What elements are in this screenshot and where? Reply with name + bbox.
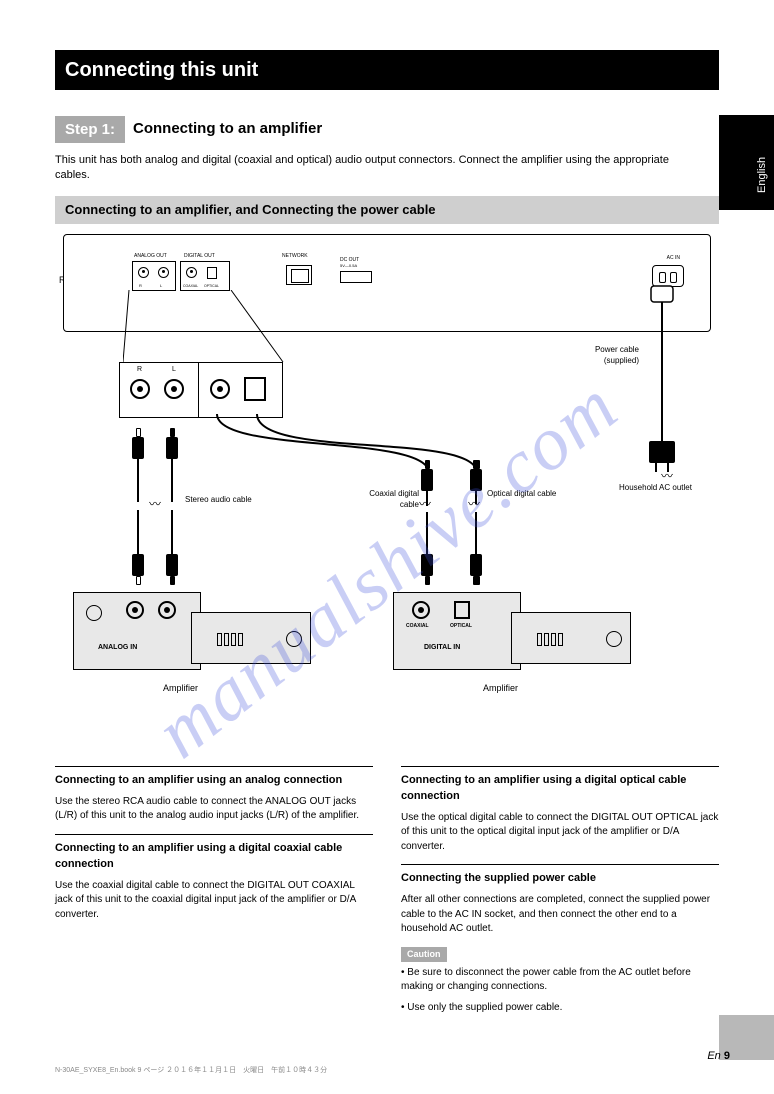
step-badge: Step 1:	[55, 116, 125, 143]
sub-header: Connecting to an amplifier, and Connecti…	[55, 196, 719, 224]
plug-analog-l-bot	[166, 554, 178, 585]
lc-p2: Use the coaxial digital cable to connect…	[55, 879, 373, 923]
amp-label-left: Amplifier	[163, 682, 198, 695]
optical-port	[207, 267, 217, 279]
zoom-divider	[198, 363, 199, 417]
step-heading: Step 1: Connecting to an amplifier	[55, 116, 719, 143]
rc-p1: Use the optical digital cable to connect…	[401, 811, 719, 855]
analog-out-label: ANALOG OUT	[134, 253, 167, 260]
footer-doc-id: N-30AE_SYXE8_En.book 9 ページ ２０１６年１１月１日 火曜…	[55, 1066, 327, 1076]
dcout-port	[340, 271, 372, 283]
zoom-rca-r	[130, 379, 150, 399]
lc-p1: Use the stereo RCA audio cable to connec…	[55, 795, 373, 824]
power-cable-label: Power cable (supplied)	[559, 344, 639, 366]
plug-coax-bot	[421, 554, 433, 585]
plug-opt-top	[470, 460, 482, 491]
rca-r-port	[138, 267, 149, 278]
opt-bend	[255, 414, 485, 474]
text-columns: Connecting to an amplifier using an anal…	[55, 766, 719, 1021]
caution-badge: Caution	[401, 947, 447, 962]
plug-opt-bot	[470, 554, 482, 585]
amp-opt-jack	[454, 601, 470, 619]
zoom-panel: R L	[119, 362, 283, 418]
callout-lines	[123, 290, 289, 368]
amp-jack-r	[126, 601, 144, 619]
left-column: Connecting to an amplifier using an anal…	[55, 766, 373, 1021]
power-cable	[641, 286, 681, 476]
step-text: Connecting to an amplifier	[133, 118, 322, 139]
zoom-coax	[210, 379, 230, 399]
amp-label-right: Amplifier	[483, 682, 518, 695]
coax-cable-label: Coaxial digital cable	[349, 488, 419, 510]
page-number: En 9	[707, 1049, 730, 1064]
intro-text: This unit has both analog and digital (c…	[55, 153, 695, 184]
zoom-rca-l	[164, 379, 184, 399]
side-tab-english: English	[719, 115, 774, 210]
amp-digital: COAXIAL OPTICAL DIGITAL IN	[393, 592, 623, 670]
plug-analog-l-top	[166, 428, 178, 459]
rc-h2: Connecting the supplied power cable	[401, 864, 719, 887]
digital-out-ports: COAXIAL OPTICAL	[180, 261, 230, 291]
opt-cable-label: Optical digital cable	[487, 488, 557, 499]
amp-analog: ANALOG IN	[73, 592, 303, 670]
plug-analog-r-bot	[132, 554, 144, 585]
rca-l-port	[158, 267, 169, 278]
page: English Connecting this unit Step 1: Con…	[0, 0, 774, 1094]
side-tab-label: English	[755, 157, 770, 193]
page-title: Connecting this unit	[55, 50, 719, 90]
zoom-optical	[244, 377, 266, 401]
digital-out-label: DIGITAL OUT	[184, 253, 215, 260]
rc-c2: • Use only the supplied power cable.	[401, 1001, 719, 1016]
lc-h2: Connecting to an amplifier using a digit…	[55, 834, 373, 873]
rc-h1: Connecting to an amplifier using a digit…	[401, 766, 719, 805]
plug-analog-r-top	[132, 428, 144, 459]
amp-coax-jack	[412, 601, 430, 619]
rc-p2: After all other connections are complete…	[401, 893, 719, 937]
lc-h1: Connecting to an amplifier using an anal…	[55, 766, 373, 789]
amp-jack-l	[158, 601, 176, 619]
coaxial-port	[186, 267, 197, 278]
rc-c1: • Be sure to disconnect the power cable …	[401, 966, 719, 995]
ac-inlet	[652, 265, 684, 287]
stereo-cable-label: Stereo audio cable	[185, 494, 255, 505]
connection-diagram: Rear panel ANALOG OUT R L DIGITAL OUT CO…	[63, 234, 711, 754]
analog-out-ports: R L	[132, 261, 176, 291]
network-label: NETWORK	[282, 253, 308, 260]
acin-label: AC IN	[667, 255, 680, 262]
right-column: Connecting to an amplifier using a digit…	[401, 766, 719, 1021]
dcout-spec: 5V—0.5A	[340, 263, 357, 269]
network-port	[286, 265, 312, 285]
